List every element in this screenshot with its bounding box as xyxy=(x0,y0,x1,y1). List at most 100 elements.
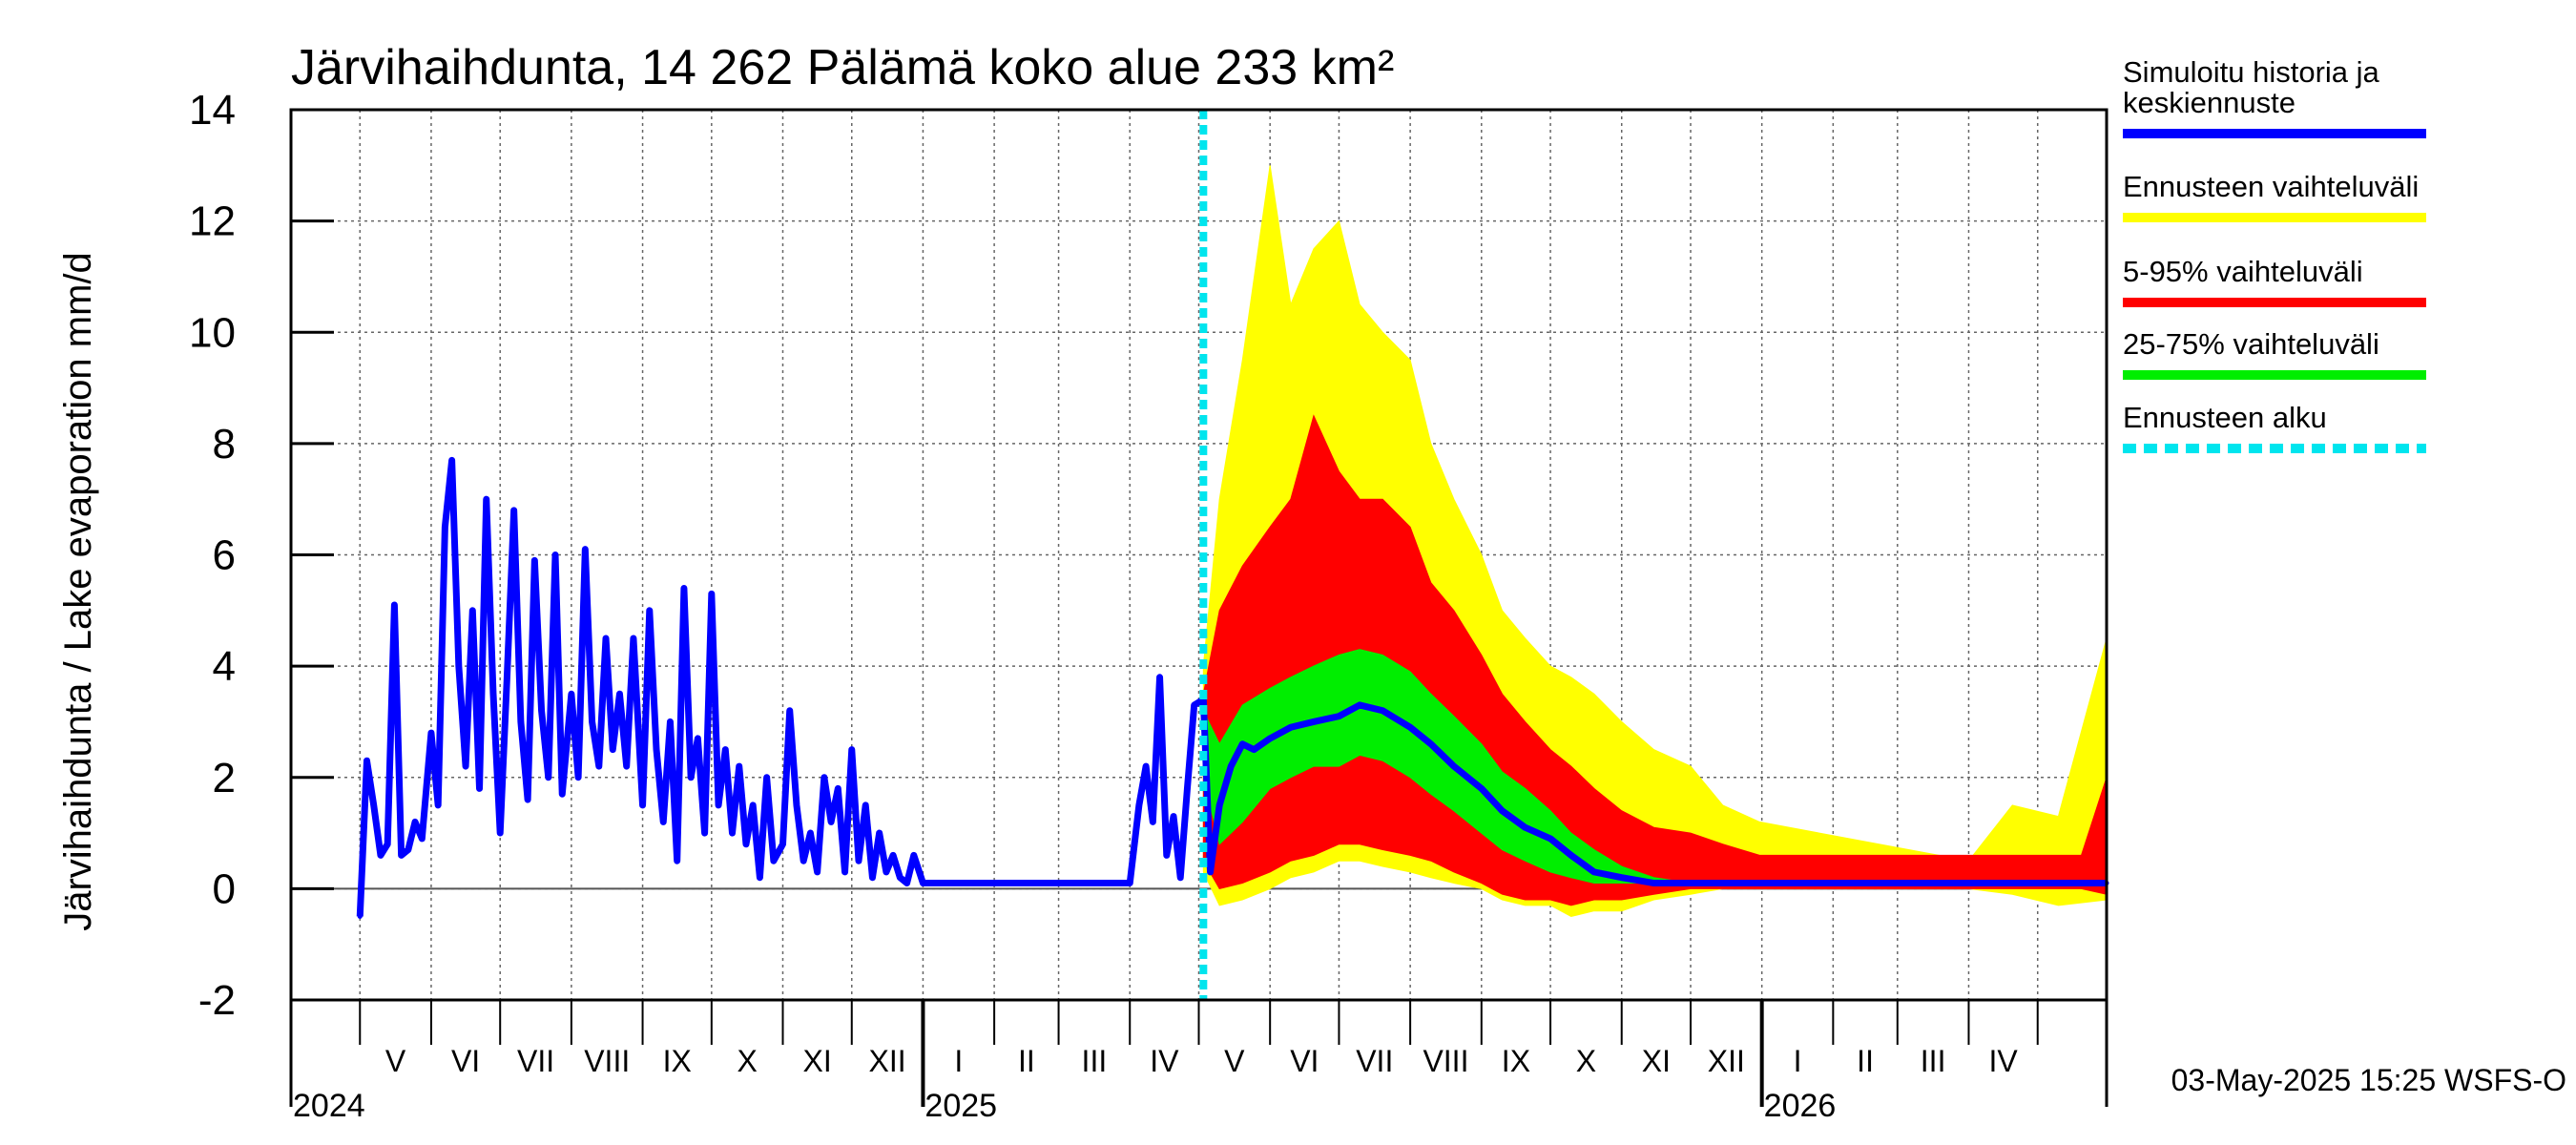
data-point xyxy=(862,802,868,808)
data-point xyxy=(1336,714,1341,719)
data-point xyxy=(1619,875,1625,881)
data-point xyxy=(364,758,369,763)
data-point xyxy=(469,608,475,614)
data-point xyxy=(750,802,756,808)
data-point xyxy=(764,775,770,781)
data-point xyxy=(667,718,673,724)
data-point xyxy=(624,763,630,769)
data-point xyxy=(1523,824,1528,830)
data-point xyxy=(647,608,653,614)
data-point xyxy=(849,747,855,753)
month-label: X xyxy=(737,1044,757,1078)
month-label: VIII xyxy=(1423,1044,1468,1078)
month-label: XII xyxy=(869,1044,906,1078)
data-point xyxy=(1591,869,1597,875)
data-point xyxy=(869,875,875,881)
month-label: VI xyxy=(451,1044,480,1078)
legend-label: Simuloitu historia ja xyxy=(2123,55,2380,89)
data-point xyxy=(1157,675,1163,680)
month-label: II xyxy=(1857,1044,1874,1078)
data-point xyxy=(688,775,694,781)
data-point xyxy=(603,635,609,641)
data-point xyxy=(590,718,595,724)
data-point xyxy=(1143,763,1149,769)
legend-label: Ennusteen vaihteluväli xyxy=(2123,170,2419,203)
data-point xyxy=(787,708,793,714)
data-point xyxy=(675,858,680,864)
data-point xyxy=(883,869,889,875)
legend-label: 25-75% vaihteluväli xyxy=(2123,327,2379,361)
data-point xyxy=(1216,802,1222,808)
data-point xyxy=(835,785,841,791)
data-point xyxy=(546,775,551,781)
data-point xyxy=(1499,808,1505,814)
data-point xyxy=(631,635,636,641)
data-point xyxy=(1568,852,1574,858)
data-point xyxy=(490,691,496,697)
data-point xyxy=(484,496,489,502)
legend-label: 5-95% vaihteluväli xyxy=(2123,255,2363,288)
year-label: 2026 xyxy=(1764,1088,1837,1124)
y-tick-label: 2 xyxy=(213,755,236,802)
data-point xyxy=(1288,724,1294,730)
data-point xyxy=(531,557,537,563)
data-point xyxy=(1759,881,1765,886)
data-point xyxy=(1407,724,1413,730)
year-label: 2025 xyxy=(924,1088,997,1124)
data-point xyxy=(1192,702,1197,708)
data-point xyxy=(1311,718,1317,724)
series-line-simulated xyxy=(356,456,2107,917)
data-point xyxy=(596,763,602,769)
y-tick-label: 8 xyxy=(213,421,236,468)
data-point xyxy=(920,881,925,886)
data-point xyxy=(1251,747,1257,753)
footer-timestamp: 03-May-2025 15:25 WSFS-O xyxy=(2171,1063,2566,1097)
data-point xyxy=(757,875,762,881)
data-point xyxy=(616,691,622,697)
data-point xyxy=(1184,785,1190,791)
month-label: II xyxy=(1018,1044,1035,1078)
month-label: XI xyxy=(1642,1044,1671,1078)
data-point xyxy=(1228,763,1234,769)
y-tick-label: 12 xyxy=(189,198,236,245)
data-point xyxy=(702,830,708,836)
data-point xyxy=(419,836,425,842)
data-point xyxy=(391,602,397,608)
data-point xyxy=(695,736,700,741)
data-point xyxy=(856,858,862,864)
data-point xyxy=(1688,881,1693,886)
data-point xyxy=(897,875,903,881)
data-point xyxy=(1208,869,1214,875)
data-point xyxy=(660,819,666,824)
month-label: VII xyxy=(1356,1044,1393,1078)
data-point xyxy=(569,691,574,697)
data-point xyxy=(807,830,813,836)
month-label: X xyxy=(1576,1044,1596,1078)
data-point xyxy=(1136,802,1142,808)
chart-title: Järvihaihdunta, 14 262 Pälämä koko alue … xyxy=(291,40,1394,95)
grid xyxy=(291,109,2107,1001)
data-point xyxy=(552,552,558,557)
data-point xyxy=(842,869,848,875)
month-label: IX xyxy=(1502,1044,1530,1078)
data-point xyxy=(828,819,834,824)
data-point xyxy=(412,819,418,824)
data-point xyxy=(737,763,742,769)
data-point xyxy=(1651,881,1656,886)
data-point xyxy=(497,830,503,836)
data-point xyxy=(525,797,530,802)
month-label: V xyxy=(385,1044,406,1078)
month-label: III xyxy=(1082,1044,1108,1078)
year-label: 2024 xyxy=(293,1088,365,1124)
data-point xyxy=(442,524,447,530)
data-point xyxy=(771,858,777,864)
y-tick-label: 0 xyxy=(213,865,236,912)
data-point xyxy=(1164,852,1170,858)
data-point xyxy=(399,852,405,858)
data-point xyxy=(800,858,806,864)
data-point xyxy=(582,547,588,552)
data-point xyxy=(1357,702,1362,708)
data-point xyxy=(1830,881,1836,886)
month-label: XI xyxy=(803,1044,832,1078)
